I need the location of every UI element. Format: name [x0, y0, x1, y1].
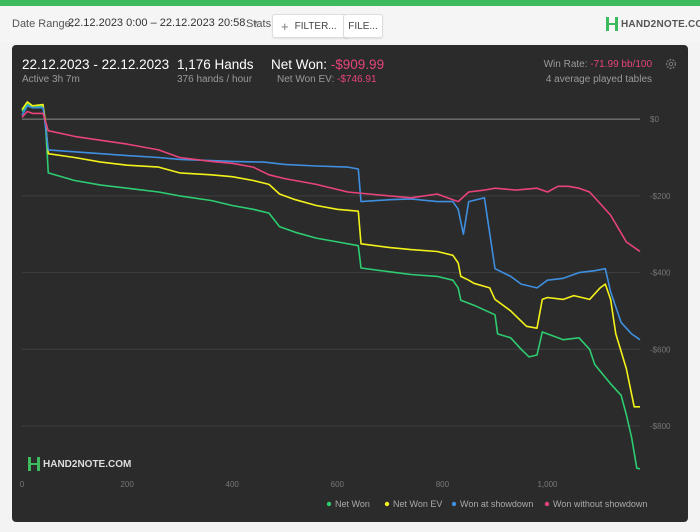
- x-tick-label: 1,000: [537, 480, 558, 489]
- legend-label: Net Won EV: [393, 499, 442, 509]
- file-button[interactable]: FILE...: [343, 14, 383, 38]
- legend-label: Net Won: [335, 499, 370, 509]
- date-range-label: Date Range:: [12, 18, 74, 30]
- filter-button[interactable]: + FILTER...: [272, 14, 350, 38]
- brand-name: HAND2NOTE.COM: [621, 18, 700, 30]
- line-chart: $0 -$200 -$400 -$600 -$800 0 200 400 600 800 1,000…: [20, 101, 671, 509]
- summary-date: 22.12.2023 - 22.12.2023: [22, 57, 170, 72]
- series-line: [21, 101, 640, 408]
- summary-win-rate: Win Rate: -71.99 bb/100: [544, 59, 652, 70]
- y-tick-label: -$200: [650, 192, 671, 201]
- legend-label: Won without showdown: [553, 499, 647, 509]
- legend-marker: [326, 501, 332, 507]
- file-button-label: FILE...: [348, 20, 378, 32]
- x-tick-label: 200: [120, 480, 134, 489]
- date-range-select[interactable]: 22.12.2023 0:00 – 22.12.2023 20:58 ▼: [68, 17, 259, 29]
- y-tick-label: -$400: [650, 269, 671, 278]
- hand2note-logo-icon: [606, 17, 618, 31]
- hand2note-logo-icon: [28, 457, 40, 471]
- summary-net-won: Net Won: -$909.99: [271, 57, 384, 72]
- watermark-text: HAND2NOTE.COM: [43, 458, 132, 470]
- date-range-value: 22.12.2023 0:00 – 22.12.2023 20:58: [68, 17, 246, 29]
- net-won-ev-label: Net Won EV:: [277, 74, 338, 85]
- toolbar: Date Range: 22.12.2023 0:00 – 22.12.2023…: [0, 6, 700, 42]
- y-tick-label: -$800: [650, 422, 671, 431]
- summary-hands-per-hour: 376 hands / hour: [177, 74, 253, 85]
- series-line: [21, 105, 641, 341]
- graph-panel: 22.12.2023 - 22.12.2023 Active 3h 7m 1,1…: [12, 45, 688, 522]
- chevron-down-icon: ▼: [251, 18, 260, 28]
- filter-button-label: FILTER...: [294, 20, 337, 32]
- x-tick-label: 0: [20, 480, 25, 489]
- watermark-logo: HAND2NOTE.COM: [28, 457, 131, 471]
- x-tick-label: 400: [226, 480, 240, 489]
- legend-label: Won at showdown: [460, 499, 533, 509]
- net-won-ev-value: -$746.91: [337, 74, 377, 85]
- legend-marker: [451, 501, 457, 507]
- series-line: [21, 110, 641, 253]
- net-won-label: Net Won:: [271, 57, 331, 72]
- net-won-value: -$909.99: [330, 57, 385, 72]
- summary-hands: 1,176 Hands: [177, 57, 254, 72]
- win-rate-label: Win Rate:: [543, 59, 591, 70]
- series-line: [21, 103, 641, 470]
- win-rate-value: -71.99 bb/100: [590, 59, 652, 70]
- brand-logo: HAND2NOTE.COM: [606, 17, 700, 31]
- x-tick-label: 600: [331, 480, 345, 489]
- plus-icon: +: [281, 18, 289, 34]
- stats-label: Stats:: [246, 18, 275, 30]
- y-tick-label: -$600: [650, 345, 671, 354]
- legend-marker: [384, 501, 390, 507]
- y-tick-label: $0: [650, 115, 659, 124]
- summary-active-time: Active 3h 7m: [22, 74, 80, 85]
- x-tick-label: 800: [436, 480, 450, 489]
- gear-icon[interactable]: [664, 57, 678, 71]
- top-accent-bar: [0, 0, 700, 6]
- summary-tables: 4 average played tables: [545, 74, 652, 85]
- legend-marker: [544, 501, 550, 507]
- summary-net-won-ev: Net Won EV: -$746.91: [277, 74, 377, 85]
